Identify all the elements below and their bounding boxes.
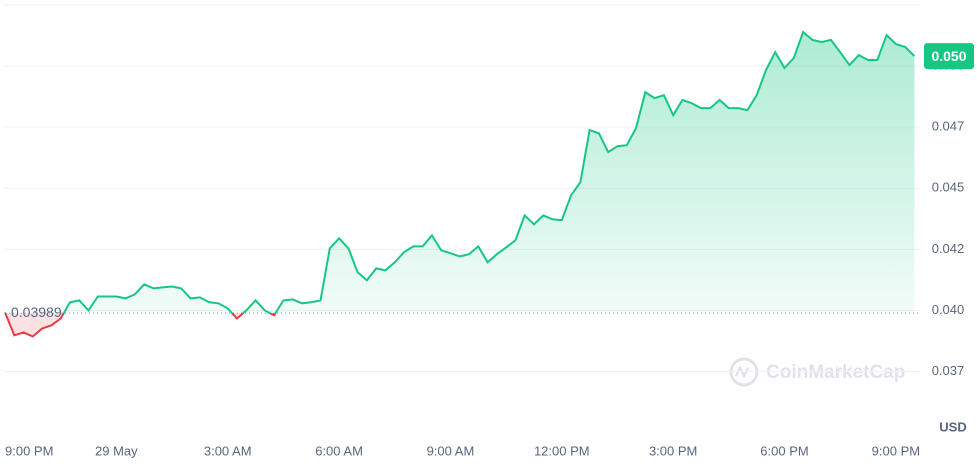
baseline-label: 0.03989 xyxy=(11,304,62,320)
x-tick-label: 9:00 PM xyxy=(872,443,920,458)
price-tag xyxy=(924,43,974,70)
x-tick-label: 6:00 AM xyxy=(315,443,363,458)
y-tick-label: 0.047 xyxy=(932,119,965,134)
x-tick-label: 29 May xyxy=(95,443,138,458)
y-tick-label: 0.045 xyxy=(932,180,965,195)
x-tick-label: 12:00 PM xyxy=(534,443,590,458)
x-tick-label: 6:00 PM xyxy=(760,443,808,458)
area-down xyxy=(5,313,276,337)
x-tick-label: 9:00 PM xyxy=(5,443,53,458)
area-up xyxy=(5,32,915,314)
x-tick-label: 3:00 AM xyxy=(204,443,252,458)
unit-label: USD xyxy=(939,419,966,434)
y-tick-label: 0.040 xyxy=(932,302,965,317)
price-tag-label: 0.050 xyxy=(931,48,966,64)
watermark: CoinMarketCap xyxy=(729,357,905,387)
x-tick-label: 3:00 PM xyxy=(649,443,697,458)
y-tick-label: 0.042 xyxy=(932,241,965,256)
watermark-text: CoinMarketCap xyxy=(766,362,905,383)
price-line-up xyxy=(4,30,916,314)
y-tick-label: 0.037 xyxy=(932,363,965,378)
x-tick-label: 9:00 AM xyxy=(427,443,475,458)
